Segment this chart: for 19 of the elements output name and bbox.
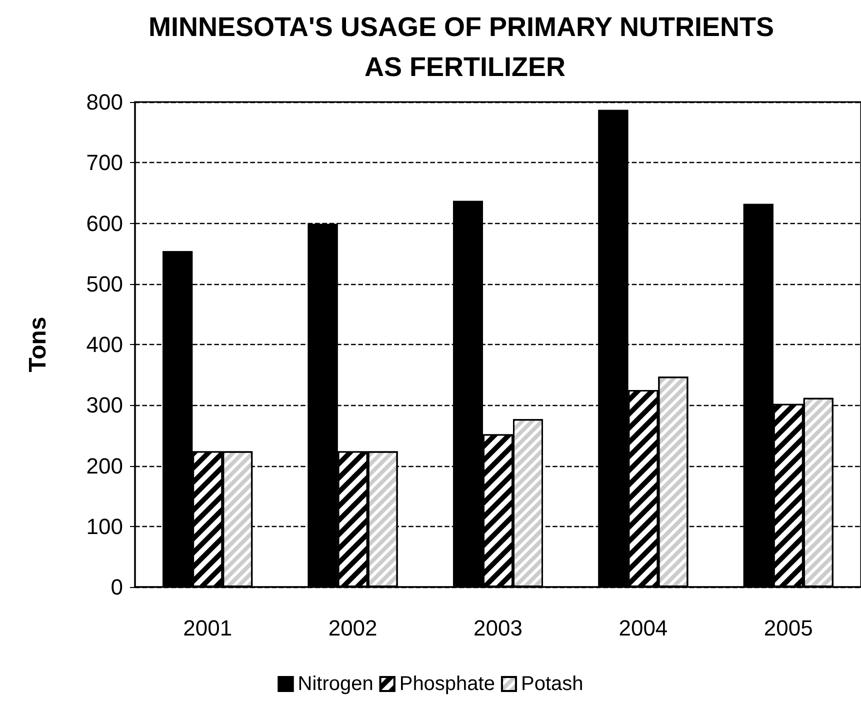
x-tick-label: 2004 [618,616,668,640]
x-tick-label: 2002 [328,616,378,640]
legend-label: Nitrogen [298,673,374,695]
y-tick-label: 300 [86,392,123,418]
y-tick-label: 100 [86,514,123,539]
y-tick-label: 800 [86,90,123,114]
legend-label: Potash [520,673,584,695]
y-axis-title: Tons [24,316,52,372]
y-tick-label: 0 [110,574,123,600]
y-tick-label: 500 [86,271,123,296]
x-tick-label: 2003 [474,616,522,640]
y-tick-label: 200 [86,453,123,478]
x-tick-label: 2005 [764,616,813,640]
y-tick-label: 600 [86,210,123,236]
x-tick-label: 2001 [183,616,232,640]
y-tick-label: 400 [86,332,123,357]
y-tick-label: 700 [86,150,123,176]
legend-label: Phosphate [399,673,495,695]
chart-title: MINNESOTA'S USAGE OF PRIMARY NUTRIENTS AS FERTILIZER [148,12,782,82]
